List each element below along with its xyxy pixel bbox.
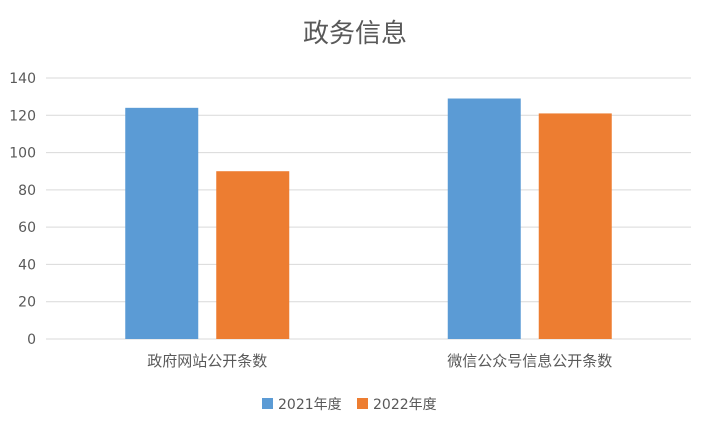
category-label: 微信公众号信息公开条数 <box>447 352 612 370</box>
x-axis: 政府网站公开条数 微信公众号信息公开条数 <box>147 352 612 370</box>
y-tick-label: 120 <box>9 108 36 124</box>
category-label: 政府网站公开条数 <box>147 352 267 370</box>
y-tick-label: 80 <box>18 183 36 199</box>
chart-title: 政务信息 <box>303 19 407 49</box>
y-tick-label: 140 <box>9 71 36 87</box>
bar-1-2 <box>447 98 521 339</box>
y-axis: 0 20 40 60 80 100 120 140 <box>9 71 36 348</box>
y-tick-label: 100 <box>9 146 36 162</box>
y-tick-label: 60 <box>18 220 36 236</box>
bar-1-1 <box>125 107 199 339</box>
legend-swatch <box>262 398 273 409</box>
legend: 2021年度 2022年度 <box>262 397 437 413</box>
y-tick-label: 40 <box>18 257 36 273</box>
legend-swatch <box>357 398 368 409</box>
bar-2-2 <box>538 113 612 340</box>
bar-2-1 <box>216 171 290 339</box>
y-tick-label: 20 <box>18 295 36 311</box>
y-tick-label: 0 <box>27 332 36 348</box>
legend-label: 2022年度 <box>373 397 437 413</box>
bars <box>125 98 612 340</box>
legend-label: 2021年度 <box>278 397 342 413</box>
